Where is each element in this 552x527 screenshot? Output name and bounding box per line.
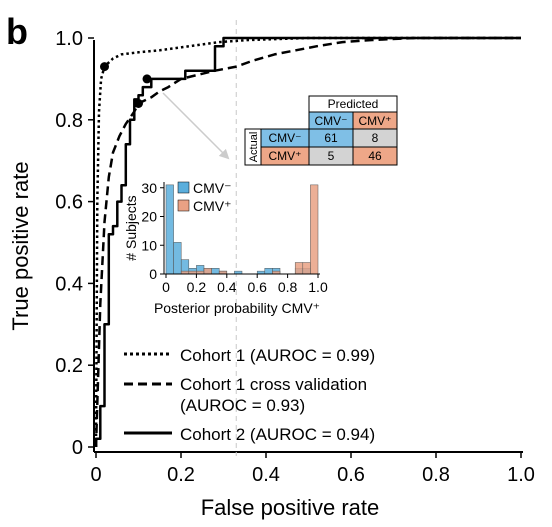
- legend-label-cohort1: Cohort 1 (AUROC = 0.99): [180, 346, 375, 365]
- operating-point-marker: [134, 98, 143, 108]
- inset-x-ticks: 0 0.2 0.4 0.6 0.8 1.0: [162, 274, 328, 295]
- legend-label-cohort2: Cohort 2 (AUROC = 0.94): [180, 425, 375, 444]
- x-ticks: 0 0.2 0.4 0.6 0.8 1.0: [90, 452, 535, 486]
- inset-y-tick-label: 30: [141, 180, 157, 196]
- y-ticks: 0 0.2 0.4 0.6 0.8 1.0: [55, 28, 94, 459]
- x-tick-label: 0: [90, 464, 101, 486]
- inset-x-tick-label: 1.0: [308, 279, 328, 295]
- roc-series: [94, 36, 521, 448]
- histogram-bars: [165, 184, 319, 275]
- cm-cell-tp: [352, 146, 398, 166]
- inset-x-tick-label: 0: [162, 279, 170, 295]
- cm-value-fp: 8: [372, 131, 379, 145]
- histogram-bar-cmv-positive: [310, 184, 319, 275]
- legend-label-cmv-negative: CMV⁻: [193, 180, 232, 196]
- cm-col-header-negative: CMV⁻: [315, 114, 348, 128]
- roc-series-line-solid: [94, 36, 521, 447]
- posterior-histogram: 0 0.2 0.4 0.6 0.8 1.0 0 10 20 30 Posterior proba…: [123, 180, 328, 316]
- histogram-bar-cmv-negative: [165, 184, 174, 275]
- y-tick-label: 0.6: [55, 192, 83, 214]
- x-axis-label: False positive rate: [201, 495, 380, 520]
- cm-value-fn: 5: [328, 149, 335, 163]
- inset-y-ticks: 0 10 20 30: [141, 180, 164, 282]
- panel-label: b: [6, 11, 28, 52]
- x-tick-label: 0.6: [337, 464, 365, 486]
- inset-x-tick-label: 0.4: [217, 279, 237, 295]
- inset-y-axis-label: # Subjects: [123, 195, 139, 260]
- inset-x-tick-label: 0.2: [187, 279, 207, 295]
- histogram-bar-cmv-negative: [264, 268, 273, 275]
- roc-series-line-dashed: [94, 36, 521, 448]
- legend-label-cmv-positive: CMV⁺: [193, 198, 232, 214]
- y-tick-label: 0.8: [55, 110, 83, 132]
- confusion-matrix: Predicted CMV⁻ CMV⁺ Actual CMV⁻ CMV⁺ 61 …: [244, 95, 398, 166]
- roc-chart: 0 0.2 0.4 0.6 0.8 1.0 0 0.2 0.4 0.6 0.8 1.0 False …: [8, 20, 535, 520]
- inset-x-tick-label: 0.8: [278, 279, 298, 295]
- histogram-bar-cmv-negative: [173, 242, 182, 275]
- y-axis-label: True positive rate: [8, 161, 33, 330]
- histogram-bar-cmv-positive: [302, 262, 311, 275]
- legend-label-cohort1-cv: Cohort 1 cross validation: [180, 375, 367, 394]
- cm-row-header: Actual: [248, 132, 260, 163]
- cm-row-header-negative: CMV⁻: [269, 131, 302, 145]
- x-tick-label: 0.2: [167, 464, 195, 486]
- x-tick-label: 0.4: [252, 464, 280, 486]
- x-tick-label: 0.8: [422, 464, 450, 486]
- pointer-arrow: [162, 92, 230, 160]
- histogram-bar-cmv-negative: [211, 268, 220, 275]
- histogram-bar-cmv-positive: [294, 262, 304, 275]
- y-tick-label: 0: [72, 437, 83, 459]
- operating-point-marker: [100, 62, 109, 72]
- inset-x-axis-label: Posterior probability CMV⁺: [154, 300, 320, 316]
- operating-point-marker: [142, 74, 152, 84]
- cm-row-header-positive: CMV⁺: [269, 149, 302, 163]
- cm-col-header-positive: CMV⁺: [359, 114, 392, 128]
- legend-label-cohort1-cv-auroc: (AUROC = 0.93): [180, 396, 305, 415]
- histogram-bar-cmv-positive: [203, 268, 212, 275]
- x-tick-label: 1.0: [507, 464, 535, 486]
- y-tick-label: 1.0: [55, 28, 83, 50]
- inset-legend: CMV⁻ CMV⁺: [177, 180, 232, 214]
- inset-x-tick-label: 0.6: [247, 279, 267, 295]
- cm-value-tn: 61: [324, 131, 338, 145]
- inset-y-tick-label: 20: [141, 209, 157, 225]
- inset-y-tick-label: 0: [149, 266, 157, 282]
- y-tick-label: 0.4: [55, 273, 83, 295]
- legend-swatch-cmv-negative: [177, 181, 190, 194]
- legend-swatch-cmv-positive: [177, 199, 190, 212]
- cm-header: Predicted: [328, 97, 379, 111]
- inset-y-tick-label: 10: [141, 237, 157, 253]
- roc-legend: Cohort 1 (AUROC = 0.99) Cohort 1 cross v…: [124, 346, 375, 444]
- cm-value-tp: 46: [368, 149, 382, 163]
- y-tick-label: 0.2: [55, 355, 83, 377]
